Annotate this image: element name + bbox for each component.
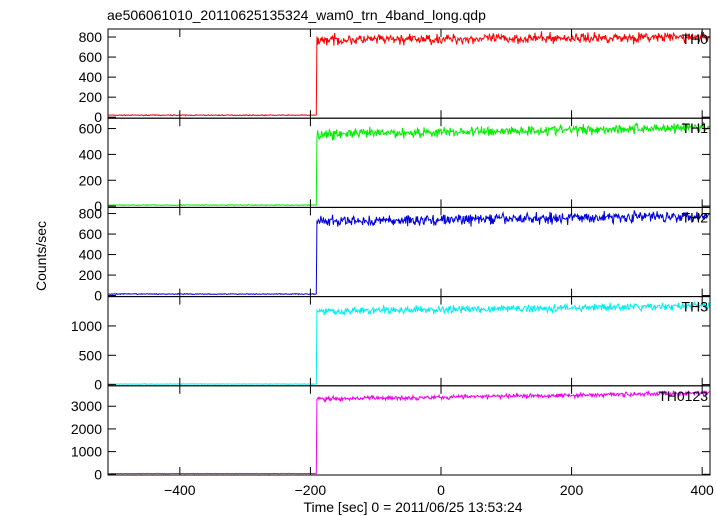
band-label: TH0123 bbox=[658, 388, 708, 404]
panel-th0: 0 200 400 600 800 TH0 bbox=[79, 28, 711, 125]
y-tick-label: 200 bbox=[79, 89, 103, 105]
panel-frame bbox=[107, 385, 711, 476]
y-tick-label: 600 bbox=[79, 226, 103, 242]
x-tick-label: 400 bbox=[690, 482, 714, 498]
y-tick-label: 400 bbox=[79, 146, 103, 162]
series-line-th1 bbox=[108, 121, 710, 207]
series-line-th0123 bbox=[108, 389, 710, 475]
panel-frame bbox=[107, 28, 711, 119]
band-label: TH0 bbox=[682, 31, 709, 47]
band-label: TH2 bbox=[682, 209, 709, 225]
y-tick-label: 600 bbox=[79, 121, 103, 137]
x-tick-label: −400 bbox=[164, 482, 196, 498]
band-label: TH3 bbox=[682, 299, 709, 315]
series-line-th0 bbox=[108, 31, 710, 117]
y-tick-label: 3000 bbox=[71, 398, 102, 414]
series-line-th3 bbox=[108, 300, 710, 386]
panel-th2: 0 200 400 600 800 TH2 bbox=[79, 206, 711, 304]
y-axis-label: Counts/sec bbox=[33, 221, 49, 291]
y-tick-label: 800 bbox=[79, 206, 103, 222]
y-tick-label: 1000 bbox=[71, 444, 102, 460]
y-tick-label: 200 bbox=[79, 267, 103, 283]
y-tick-label: 1000 bbox=[71, 318, 102, 334]
x-tick-label: −200 bbox=[295, 482, 327, 498]
y-tick-label: 500 bbox=[79, 347, 103, 363]
y-tick-label: 0 bbox=[94, 466, 102, 482]
series-line-th2 bbox=[108, 210, 710, 296]
band-label: TH1 bbox=[682, 120, 709, 136]
panel-th3: 0 500 1000 TH3 bbox=[71, 296, 711, 393]
y-tick-label: 0 bbox=[94, 109, 102, 125]
y-tick-label: 0 bbox=[94, 288, 102, 304]
chart-title: ae506061010_20110625135324_wam0_trn_4ban… bbox=[107, 7, 486, 23]
y-tick-label: 0 bbox=[94, 198, 102, 214]
panels: 0 200 400 600 800 TH0 0 200 400 600 TH1 0 200 400 600 8… bbox=[71, 28, 714, 498]
x-tick-label: 0 bbox=[437, 482, 445, 498]
panel-frame bbox=[107, 117, 711, 208]
panel-th1: 0 200 400 600 TH1 bbox=[79, 117, 711, 214]
y-tick-label: 400 bbox=[79, 69, 103, 85]
y-tick-label: 400 bbox=[79, 247, 103, 263]
y-tick-label: 600 bbox=[79, 49, 103, 65]
panel-th0123: 0 1000 2000 3000 TH0123 bbox=[71, 385, 711, 482]
y-tick-label: 2000 bbox=[71, 421, 102, 437]
x-tick-label: 200 bbox=[560, 482, 584, 498]
y-tick-label: 200 bbox=[79, 172, 103, 188]
y-tick-label: 800 bbox=[79, 29, 103, 45]
x-axis-label: Time [sec] 0 = 2011/06/25 13:53:24 bbox=[303, 499, 522, 515]
y-tick-label: 0 bbox=[94, 377, 102, 393]
